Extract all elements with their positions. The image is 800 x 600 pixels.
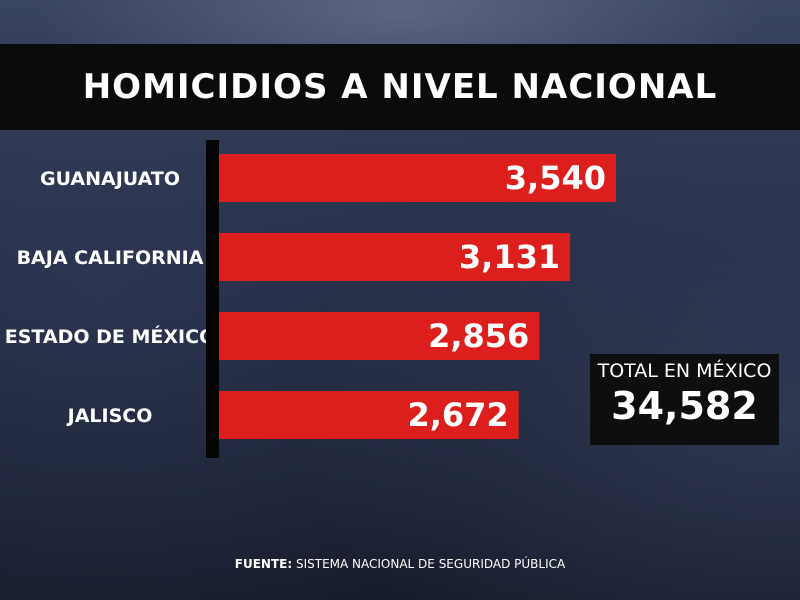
source-prefix: FUENTE: <box>234 557 293 571</box>
total-label: TOTAL EN MÉXICO <box>597 360 772 382</box>
source-text: SISTEMA NACIONAL DE SEGURIDAD PÚBLICA <box>292 557 566 571</box>
category-label-1: BAJA CALIFORNIA <box>17 247 204 269</box>
category-label-3: JALISCO <box>66 405 153 427</box>
bar-3 <box>219 391 519 439</box>
bar-0 <box>219 154 616 202</box>
title-bar: HOMICIDIOS A NIVEL NACIONAL <box>0 44 800 130</box>
bar-1 <box>219 233 571 281</box>
value-label-2: 2,856 <box>428 317 529 355</box>
source-note: FUENTE: SISTEMA NACIONAL DE SEGURIDAD PÚ… <box>0 557 800 571</box>
chart-title: HOMICIDIOS A NIVEL NACIONAL <box>82 67 718 107</box>
total-value: 34,582 <box>611 384 758 428</box>
value-label-0: 3,540 <box>505 159 606 197</box>
category-label-0: GUANAJUATO <box>40 168 180 190</box>
total-box: TOTAL EN MÉXICO 34,582 <box>590 354 779 445</box>
value-label-1: 3,131 <box>459 238 560 276</box>
category-label-2: ESTADO DE MÉXICO <box>5 325 215 348</box>
value-label-3: 2,672 <box>407 396 508 434</box>
bar-2 <box>219 312 540 360</box>
chart-axis <box>206 140 219 458</box>
